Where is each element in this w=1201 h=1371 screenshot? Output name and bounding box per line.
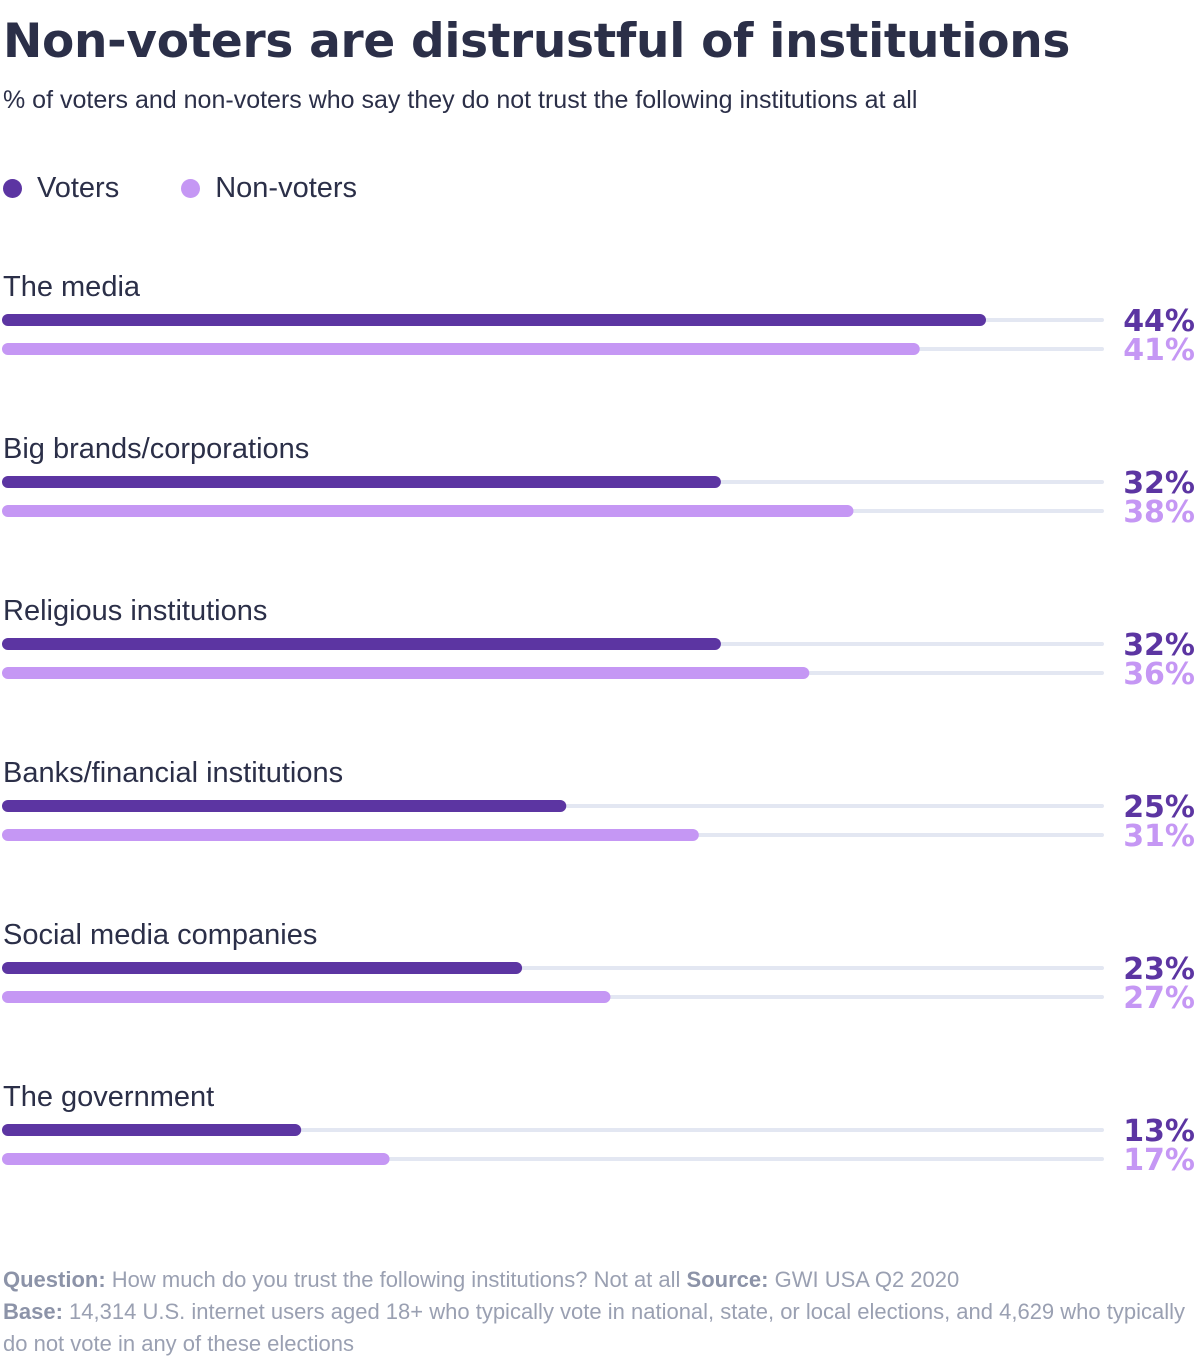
legend-item-non-voters: Non-voters [181, 172, 357, 205]
category-label: Big brands/corporations [3, 433, 309, 465]
category-group-religious-institutions: Religious institutions 32%36% [2, 595, 1195, 692]
value-label-non-voters: 38% [1123, 495, 1195, 530]
value-label-non-voters: 41% [1123, 333, 1195, 368]
legend-swatch-voters [3, 179, 22, 198]
category-label: The media [3, 271, 141, 303]
category-group-the-government: The government 13%17% [2, 1081, 1195, 1178]
legend-label-non-voters: Non-voters [215, 172, 358, 204]
value-label-voters: 32% [1123, 628, 1195, 663]
bar-chart: The media 44%41% Big brands/corporations 32… [2, 271, 1195, 1178]
value-label-voters: 32% [1123, 466, 1195, 501]
base-label: Base: [3, 1299, 63, 1324]
value-label-voters: 23% [1123, 952, 1195, 987]
value-label-non-voters: 31% [1123, 819, 1195, 854]
value-label-voters: 44% [1123, 304, 1195, 339]
category-label: Social media companies [3, 919, 317, 951]
category-label: The government [3, 1081, 214, 1113]
source-text: GWI USA Q2 2020 [774, 1267, 960, 1292]
legend: Voters Non-voters [3, 172, 419, 205]
category-group-big-brands-corporations: Big brands/corporations 32%38% [2, 433, 1195, 530]
chart-title: Non-voters are distrustful of institutio… [3, 14, 1071, 69]
legend-label-voters: Voters [37, 172, 120, 204]
value-label-non-voters: 36% [1123, 657, 1195, 692]
question-text: How much do you trust the following inst… [111, 1267, 681, 1292]
value-label-non-voters: 27% [1123, 981, 1195, 1016]
category-group-banks-financial-institutions: Banks/financial institutions 25%31% [2, 757, 1195, 854]
category-label: Banks/financial institutions [3, 757, 343, 789]
value-label-voters: 13% [1123, 1114, 1195, 1149]
chart-subtitle: % of voters and non-voters who say they … [3, 86, 918, 114]
legend-item-voters: Voters [3, 172, 119, 205]
category-group-the-media: The media 44%41% [2, 271, 1195, 368]
base-text: 14,314 U.S. internet users aged 18+ who … [3, 1299, 1185, 1356]
value-label-non-voters: 17% [1123, 1143, 1195, 1178]
category-group-social-media-companies: Social media companies 23%27% [2, 919, 1195, 1016]
question-label: Question: [3, 1267, 106, 1292]
value-label-voters: 25% [1123, 790, 1195, 825]
legend-swatch-non-voters [181, 179, 201, 198]
footer-notes: Question: How much do you trust the foll… [3, 1264, 1193, 1360]
category-label: Religious institutions [3, 595, 267, 627]
source-label: Source: [686, 1267, 769, 1292]
